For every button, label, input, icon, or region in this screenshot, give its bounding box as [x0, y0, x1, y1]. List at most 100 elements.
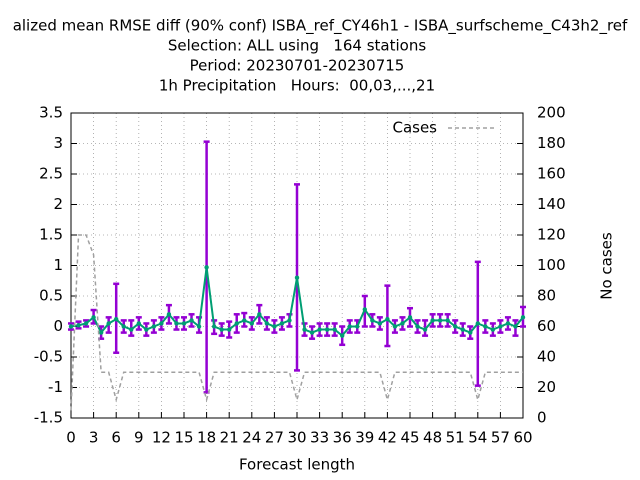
- mean-point: [520, 315, 526, 320]
- mean-point: [159, 321, 164, 326]
- x-tick-label: 51: [446, 429, 465, 447]
- mean-point: [317, 327, 322, 332]
- x-tick-label: 60: [513, 429, 532, 447]
- y2-tick-label: 20: [537, 378, 556, 396]
- mean-point: [76, 323, 81, 328]
- mean-point: [505, 321, 511, 326]
- mean-point: [279, 321, 285, 326]
- y2-tick-label: 180: [537, 134, 566, 152]
- x-tick-label: 18: [197, 429, 216, 447]
- y-tick-label: 3: [53, 134, 63, 152]
- mean-point: [294, 275, 300, 280]
- y-tick-label: 3.5: [39, 104, 63, 122]
- mean-point: [347, 324, 352, 329]
- x-tick-label: 48: [423, 429, 442, 447]
- mean-point: [166, 312, 172, 317]
- mean-point: [234, 321, 239, 326]
- mean-point: [272, 324, 277, 329]
- mean-point: [68, 324, 74, 329]
- y2-tick-label: 200: [537, 104, 566, 122]
- mean-point: [136, 321, 141, 326]
- mean-point: [392, 324, 398, 329]
- mean-point: [490, 327, 496, 332]
- y-tick-label: 0.5: [39, 287, 63, 305]
- y2-tick-label: 140: [537, 195, 566, 213]
- x-tick-label: 6: [111, 429, 121, 447]
- mean-point: [114, 316, 119, 322]
- y-tick-label: 0: [53, 317, 63, 335]
- y2-tick-label: 60: [537, 317, 556, 335]
- mean-point: [400, 321, 405, 326]
- mean-point: [106, 321, 111, 326]
- chart-title: alized mean RMSE diff (90% conf) ISBA_re…: [13, 17, 628, 36]
- mean-point: [498, 324, 503, 329]
- mean-point: [91, 315, 96, 320]
- mean-point: [98, 330, 104, 335]
- y2-tick-label: 40: [537, 348, 556, 366]
- chart-subtitle: Period: 20230701-20230715: [190, 57, 405, 75]
- chart-subtitle: Selection: ALL using 164 stations: [168, 37, 427, 55]
- x-tick-label: 30: [287, 429, 306, 447]
- y-tick-label: 1: [53, 256, 63, 274]
- mean-point: [415, 324, 420, 329]
- x-tick-label: 57: [491, 429, 510, 447]
- y2-tick-label: 100: [537, 256, 566, 274]
- x-tick-label: 45: [400, 429, 419, 447]
- y2-axis-label: No cases: [598, 232, 616, 300]
- x-axis-label: Forecast length: [239, 456, 355, 474]
- x-tick-label: 27: [265, 429, 284, 447]
- plot-frame: [70, 112, 524, 419]
- mean-point: [211, 324, 217, 329]
- mean-point: [370, 318, 375, 323]
- mean-point: [355, 324, 360, 329]
- x-tick-label: 0: [66, 429, 76, 447]
- mean-point: [227, 327, 232, 332]
- mean-point: [242, 318, 247, 323]
- mean-point: [151, 324, 157, 329]
- x-tick-label: 33: [310, 429, 329, 447]
- mean-point: [309, 330, 315, 335]
- y2-tick-label: 0: [537, 409, 547, 427]
- mean-point: [196, 324, 202, 329]
- mean-point: [129, 327, 134, 332]
- mean-point: [249, 321, 254, 326]
- mean-point: [453, 324, 458, 329]
- mean-point: [437, 318, 443, 323]
- mean-point: [302, 327, 307, 332]
- y2-tick-label: 120: [537, 226, 566, 244]
- mean-point: [144, 327, 149, 332]
- x-tick-label: 24: [242, 429, 261, 447]
- legend-label: Cases: [392, 119, 437, 137]
- x-tick-label: 12: [152, 429, 171, 447]
- mean-point: [513, 324, 518, 329]
- chart-subtitle: 1h Precipitation Hours: 00,03,...,21: [159, 77, 435, 95]
- mean-point: [422, 327, 428, 332]
- mean-point: [189, 318, 194, 323]
- mean-point: [257, 312, 262, 317]
- mean-point: [219, 327, 224, 332]
- mean-point: [475, 321, 480, 326]
- mean-point: [121, 324, 126, 329]
- mean-point: [460, 327, 465, 332]
- y2-tick-label: 160: [537, 165, 566, 183]
- cases-line: [70, 234, 523, 411]
- x-tick-label: 3: [89, 429, 99, 447]
- mean-point: [362, 307, 367, 312]
- y-tick-label: -1.5: [34, 409, 63, 427]
- mean-point: [483, 324, 488, 329]
- mean-point: [264, 321, 270, 326]
- x-tick-label: 39: [355, 429, 374, 447]
- mean-point: [204, 265, 209, 270]
- y-tick-label: 2.5: [39, 165, 63, 183]
- x-tick-label: 42: [378, 429, 397, 447]
- mean-point: [332, 327, 337, 332]
- mean-point: [430, 318, 435, 323]
- mean-point: [324, 327, 330, 332]
- mean-point: [287, 318, 292, 323]
- mean-point: [407, 315, 413, 320]
- y-tick-label: 2: [53, 195, 63, 213]
- y-tick-label: -1: [48, 378, 63, 396]
- mean-point: [377, 321, 383, 326]
